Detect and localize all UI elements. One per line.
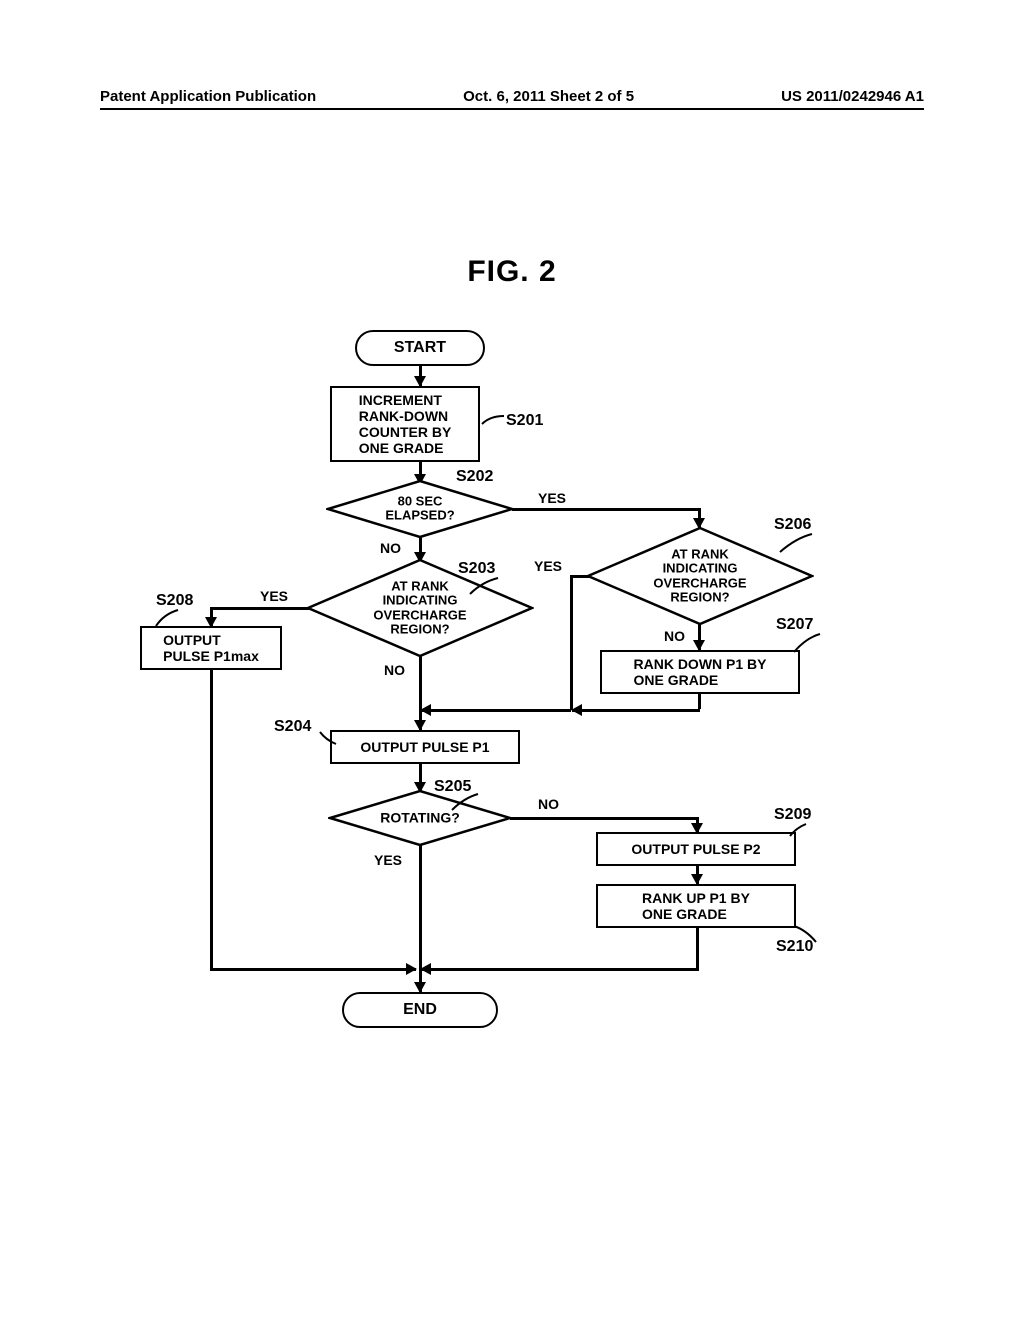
branch-s203-yes: YES bbox=[260, 588, 288, 604]
leader-s201 bbox=[480, 414, 510, 438]
leader-s208 bbox=[154, 608, 180, 628]
node-s207: RANK DOWN P1 BY ONE GRADE bbox=[600, 650, 800, 694]
label-s202: S202 bbox=[456, 468, 493, 486]
branch-s206-yes: YES bbox=[534, 558, 562, 574]
branch-s203-no: NO bbox=[384, 662, 405, 678]
node-s210-text: RANK UP P1 BY ONE GRADE bbox=[642, 890, 750, 922]
leader-s203 bbox=[468, 576, 502, 596]
node-s205: ROTATING? bbox=[328, 790, 512, 846]
edge bbox=[419, 656, 422, 730]
edge bbox=[696, 928, 699, 968]
node-s203-text: AT RANK INDICATING OVERCHARGE REGION? bbox=[373, 579, 466, 636]
edge bbox=[696, 866, 699, 884]
edge bbox=[570, 575, 573, 710]
node-s210: RANK UP P1 BY ONE GRADE bbox=[596, 884, 796, 928]
node-start: START bbox=[355, 330, 485, 366]
node-s204: OUTPUT PULSE P1 bbox=[330, 730, 520, 764]
node-s204-text: OUTPUT PULSE P1 bbox=[360, 739, 489, 755]
edge bbox=[210, 670, 213, 970]
edge bbox=[419, 366, 422, 386]
branch-s202-no: NO bbox=[380, 540, 401, 556]
leader-s204 bbox=[318, 730, 338, 748]
header-right: US 2011/0242946 A1 bbox=[781, 88, 924, 105]
branch-s205-yes: YES bbox=[374, 852, 402, 868]
label-s201: S201 bbox=[506, 412, 543, 430]
edge bbox=[421, 968, 699, 971]
node-s203: AT RANK INDICATING OVERCHARGE REGION? bbox=[306, 558, 534, 658]
node-s205-text: ROTATING? bbox=[380, 810, 460, 825]
node-start-text: START bbox=[394, 339, 446, 357]
leader-s206 bbox=[778, 532, 814, 554]
edge bbox=[512, 508, 700, 511]
branch-s202-yes: YES bbox=[538, 490, 566, 506]
edge bbox=[570, 575, 590, 578]
node-s202-text: 80 SEC ELAPSED? bbox=[385, 495, 454, 524]
leader-s207 bbox=[792, 632, 822, 654]
node-s201: INCREMENT RANK-DOWN COUNTER BY ONE GRADE bbox=[330, 386, 480, 462]
flowchart-canvas: START INCREMENT RANK-DOWN COUNTER BY ONE… bbox=[140, 330, 884, 1050]
header-center: Oct. 6, 2011 Sheet 2 of 5 bbox=[463, 88, 634, 105]
node-s206-text: AT RANK INDICATING OVERCHARGE REGION? bbox=[653, 547, 746, 604]
header-rule bbox=[100, 108, 924, 110]
node-s207-text: RANK DOWN P1 BY ONE GRADE bbox=[633, 656, 766, 688]
figure-title: FIG. 2 bbox=[0, 255, 1024, 289]
node-s208-text: OUTPUT PULSE P1max bbox=[163, 632, 259, 664]
branch-s205-no: NO bbox=[538, 796, 559, 812]
node-s209-text: OUTPUT PULSE P2 bbox=[631, 841, 760, 857]
node-s208: OUTPUT PULSE P1max bbox=[140, 626, 282, 670]
edge bbox=[698, 508, 701, 528]
leader-s210 bbox=[792, 924, 818, 944]
edge bbox=[419, 764, 422, 792]
edge bbox=[210, 968, 416, 971]
node-s201-text: INCREMENT RANK-DOWN COUNTER BY ONE GRADE bbox=[359, 392, 452, 456]
edge bbox=[421, 709, 571, 712]
node-end-text: END bbox=[403, 1001, 437, 1019]
edge bbox=[510, 817, 698, 820]
edge bbox=[698, 624, 701, 650]
edge bbox=[210, 607, 310, 610]
edge bbox=[572, 709, 700, 712]
header-left: Patent Application Publication bbox=[100, 88, 316, 105]
node-end: END bbox=[342, 992, 498, 1028]
edge bbox=[696, 817, 699, 833]
label-s204: S204 bbox=[274, 718, 311, 736]
node-s209: OUTPUT PULSE P2 bbox=[596, 832, 796, 866]
edge bbox=[210, 607, 213, 627]
edge bbox=[698, 694, 701, 709]
branch-s206-no: NO bbox=[664, 628, 685, 644]
node-s202: 80 SEC ELAPSED? bbox=[326, 480, 514, 538]
leader-s205 bbox=[450, 792, 480, 812]
leader-s209 bbox=[788, 822, 808, 838]
